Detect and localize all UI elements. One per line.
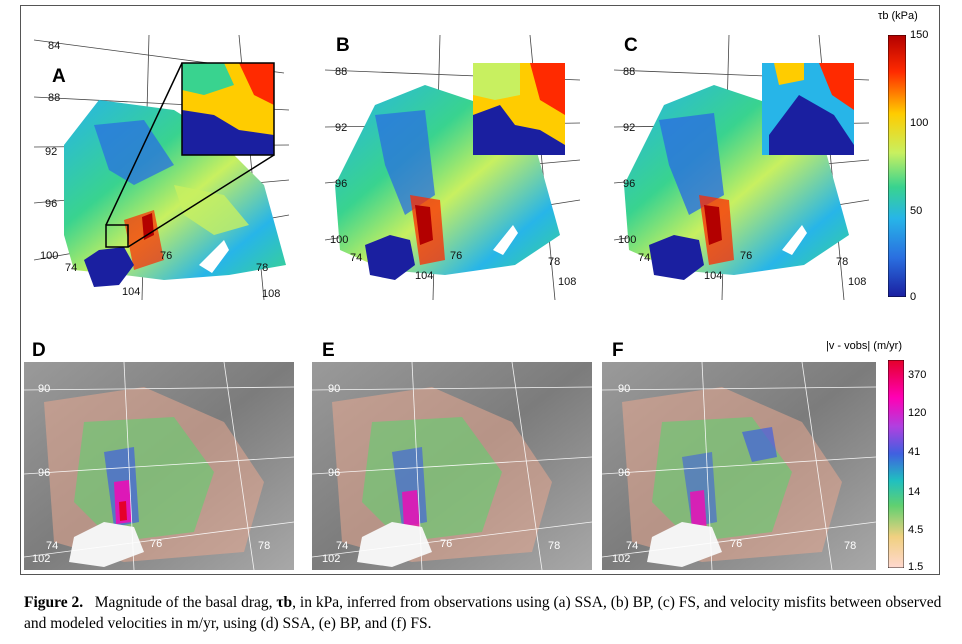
panel-a-map [33, 35, 290, 300]
caption-label: Figure 2. [24, 594, 84, 611]
panel-e-map [312, 362, 592, 570]
lon-label-104: 104 [122, 286, 141, 298]
lat-label-102-f: 102 [612, 553, 631, 565]
lat-label-96-d: 96 [38, 467, 51, 479]
lon-label-74-e: 74 [336, 540, 349, 552]
lon-label-74-d: 74 [46, 540, 59, 552]
lon-label-78: 78 [256, 262, 269, 274]
lon-label-108: 108 [262, 288, 281, 300]
colorbar-top-tick-0: 0 [910, 291, 917, 303]
panel-f-map [602, 362, 876, 570]
caption-symbol: τb [276, 594, 293, 611]
panel-d-map [24, 362, 294, 570]
lat-label-100: 100 [40, 250, 59, 262]
lat-label-96-c: 96 [623, 178, 636, 190]
lat-label-96-b: 96 [335, 178, 348, 190]
colorbar-bottom-tick-4-5: 4.5 [908, 524, 924, 536]
lat-label-102-e: 102 [322, 553, 341, 565]
panel-label-d: D [32, 340, 46, 361]
lon-label-108-c: 108 [848, 276, 867, 288]
lon-label-76-d: 76 [150, 538, 163, 550]
lon-label-74-c: 74 [638, 252, 651, 264]
lon-label-78-b: 78 [548, 256, 561, 268]
colorbar-bottom-title: |v - vobs| (m/yr) [826, 340, 902, 352]
lon-label-108-b: 108 [558, 276, 577, 288]
colorbar-top-tick-50: 50 [910, 205, 923, 217]
colorbar-bottom-tick-370: 370 [908, 369, 927, 381]
lat-label-92-b: 92 [335, 122, 348, 134]
lon-label-74-b: 74 [350, 252, 363, 264]
panel-label-e: E [322, 340, 335, 361]
lat-label-92: 92 [45, 146, 58, 158]
lon-label-74: 74 [65, 262, 78, 274]
lat-label-84: 84 [48, 40, 61, 52]
lat-label-96-e: 96 [328, 467, 341, 479]
caption-text-1: Magnitude of the basal drag, [94, 594, 273, 611]
lat-label-96-f: 96 [618, 467, 631, 479]
colorbar-bottom-tick-1-5: 1.5 [908, 561, 924, 573]
lon-label-78-c: 78 [836, 256, 849, 268]
lon-label-104-b: 104 [415, 270, 434, 282]
panel-label-f: F [612, 340, 624, 361]
lat-label-100-c: 100 [618, 234, 637, 246]
lon-label-76-e: 76 [440, 538, 453, 550]
lat-label-102-d: 102 [32, 553, 51, 565]
lat-label-88: 88 [48, 92, 61, 104]
lon-label-76: 76 [160, 250, 173, 262]
panel-label-c: C [624, 35, 638, 56]
lon-label-76-b: 76 [450, 250, 463, 262]
panel-b-map [324, 35, 581, 300]
colorbar-bottom [888, 360, 904, 568]
colorbar-bottom-tick-14: 14 [908, 486, 921, 498]
colorbar-bottom-tick-120: 120 [908, 407, 927, 419]
lon-label-78-e: 78 [548, 540, 561, 552]
colorbar-top-title: τb (kPa) [878, 10, 918, 22]
lon-label-76-f: 76 [730, 538, 743, 550]
panel-label-b: B [336, 35, 350, 56]
lat-label-92-c: 92 [623, 122, 636, 134]
lat-label-90-e: 90 [328, 383, 341, 395]
lon-label-78-d: 78 [258, 540, 271, 552]
caption-text-2: , in kPa, inferred from observations usi… [24, 594, 942, 632]
lon-label-76-c: 76 [740, 250, 753, 262]
panel-c-map [613, 35, 870, 300]
figure-caption: Figure 2. Magnitude of the basal drag, τ… [24, 592, 944, 634]
lon-label-74-f: 74 [626, 540, 639, 552]
colorbar-top [888, 35, 906, 297]
lon-label-104-c: 104 [704, 270, 723, 282]
lat-label-96: 96 [45, 198, 58, 210]
colorbar-top-tick-100: 100 [910, 117, 929, 129]
lat-label-88-c: 88 [623, 66, 636, 78]
lon-label-78-f: 78 [844, 540, 857, 552]
lat-label-88-b: 88 [335, 66, 348, 78]
colorbar-top-tick-150: 150 [910, 29, 929, 41]
panel-label-a: A [52, 66, 66, 87]
lat-label-90-f: 90 [618, 383, 631, 395]
lat-label-100-b: 100 [330, 234, 349, 246]
colorbar-bottom-tick-41: 41 [908, 446, 921, 458]
lat-label-90-d: 90 [38, 383, 51, 395]
